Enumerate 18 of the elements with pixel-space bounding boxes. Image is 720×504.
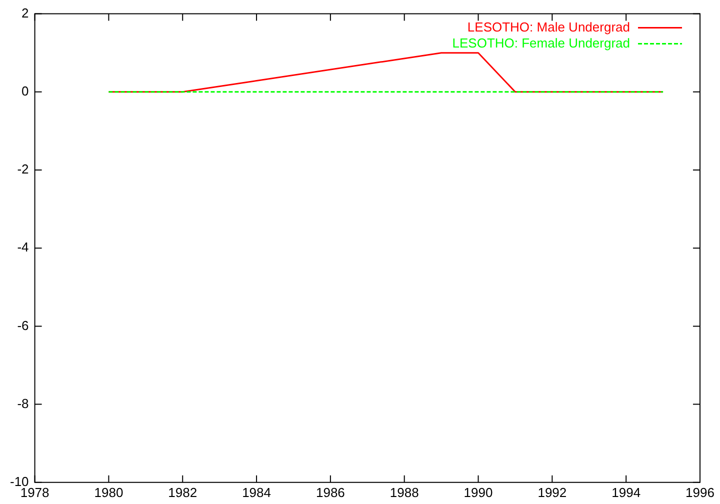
y-tick-label: 0 xyxy=(22,83,29,98)
x-tick-label: 1982 xyxy=(168,484,198,500)
y-tick-label: 2 xyxy=(22,5,29,20)
x-tick-label: 1992 xyxy=(538,484,567,500)
y-tick-label: -4 xyxy=(17,240,29,255)
x-tick-label: 1994 xyxy=(612,484,641,500)
legend-label: LESOTHO: Male Undergrad xyxy=(467,19,630,34)
y-tick-label: -2 xyxy=(17,162,29,177)
y-tick-label: -6 xyxy=(17,318,29,333)
x-tick-label: 1990 xyxy=(464,484,493,500)
y-tick-label: -8 xyxy=(17,396,29,411)
x-tick-label: 1986 xyxy=(316,484,345,500)
x-tick-label: 1996 xyxy=(686,484,714,500)
x-tick-label: 1984 xyxy=(242,484,271,500)
y-tick-label: -10 xyxy=(10,474,29,489)
x-tick-label: 1988 xyxy=(390,484,419,500)
legend-label: LESOTHO: Female Undergrad xyxy=(452,35,630,50)
x-tick-label: 1980 xyxy=(94,484,124,500)
